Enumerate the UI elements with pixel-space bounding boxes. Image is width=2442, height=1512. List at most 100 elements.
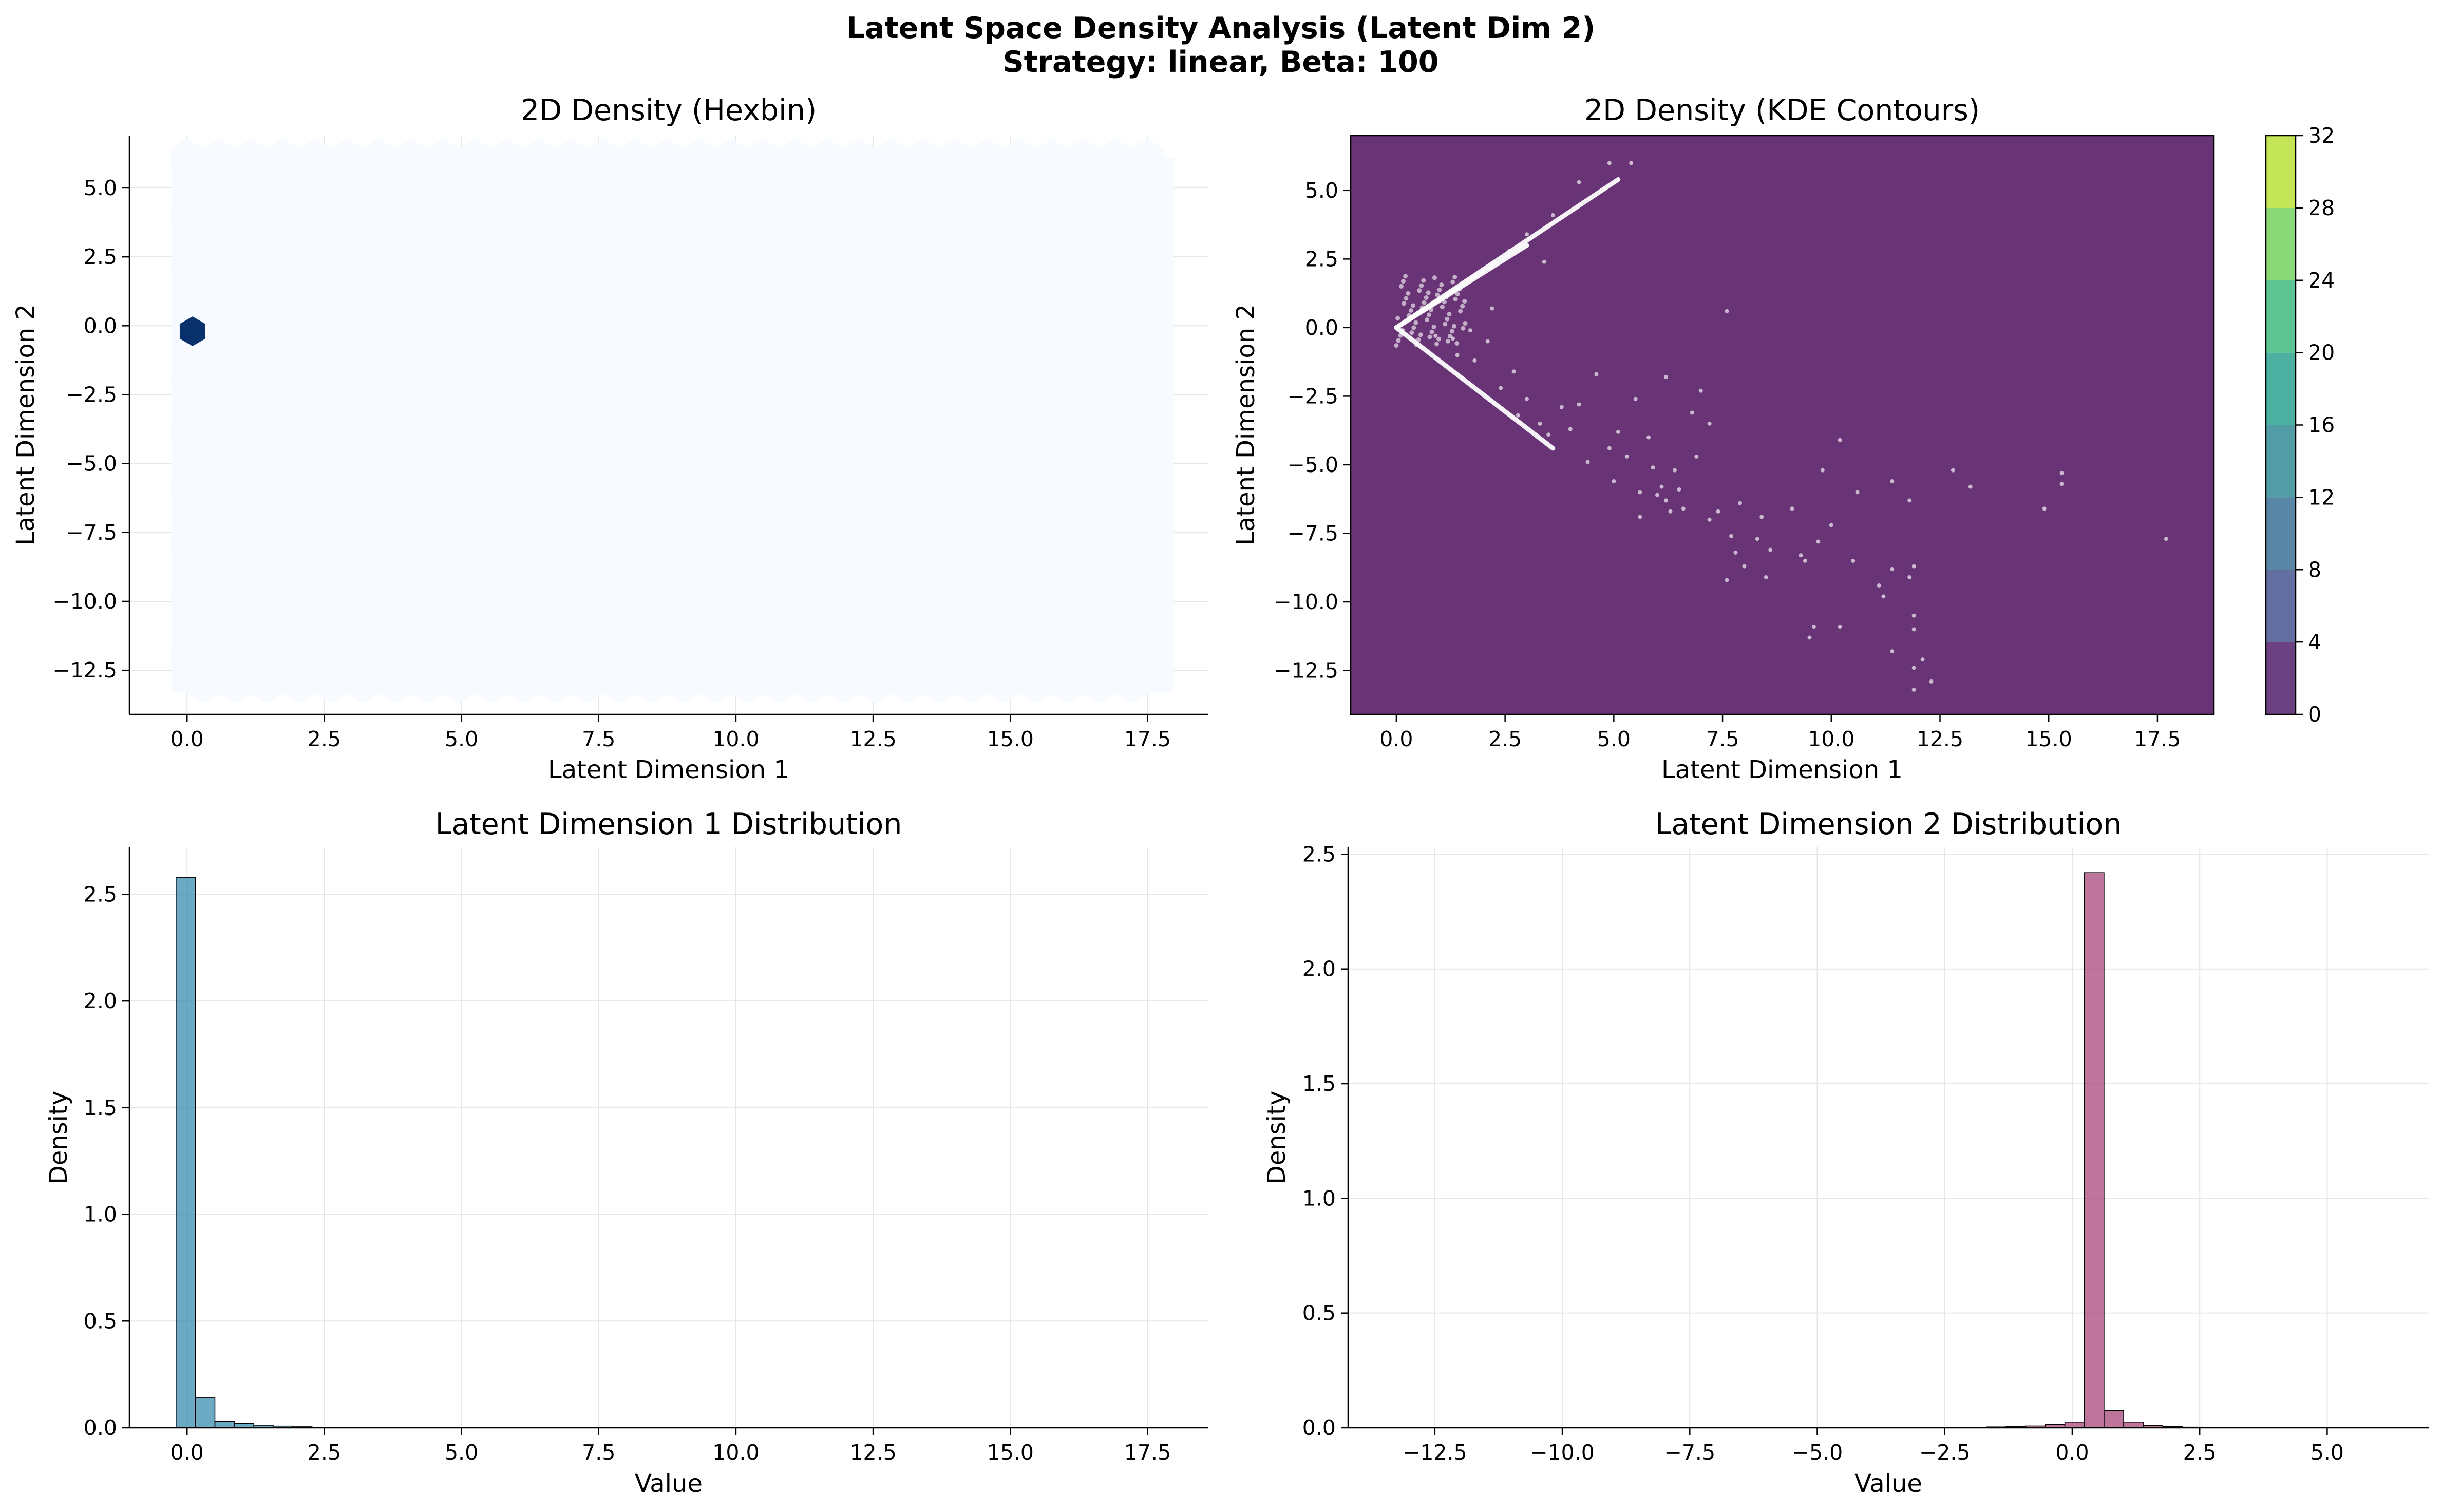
scatter-point: [1524, 232, 1529, 237]
scatter-point: [1716, 509, 1720, 514]
histogram-bar: [2104, 1410, 2124, 1428]
scatter-point: [1607, 446, 1612, 450]
scatter-point: [1408, 308, 1413, 313]
scatter-point: [1449, 329, 1454, 334]
colorbar-tick-label: 8: [2308, 557, 2321, 582]
x-tick-label: 10.0: [712, 1440, 759, 1465]
scatter-point: [1455, 292, 1460, 297]
y-tick-label: −12.5: [1274, 658, 1338, 683]
dim2-hist-grid: [1348, 847, 2429, 1428]
y-tick-label: 1.0: [1302, 1186, 1336, 1211]
y-tick-label: 0.0: [84, 313, 117, 338]
scatter-point: [1725, 578, 1729, 582]
dim1-hist-ticks: 0.0 2.5 5.0 7.5 10.0 12.5 15.0 17.5 0.0 0.5 1.0 1.5…: [84, 882, 1171, 1465]
scatter-point: [1396, 338, 1401, 343]
scatter-dense-streak: [1394, 243, 1529, 330]
y-tick-label: 2.0: [84, 989, 117, 1013]
colorbar-tick-label: 24: [2308, 268, 2335, 293]
y-tick-label: 2.0: [1302, 957, 1336, 981]
colorbar-tick-label: 32: [2308, 123, 2335, 148]
scatter-point: [1416, 337, 1421, 342]
scatter-point: [1472, 358, 1477, 363]
x-tick-label: 7.5: [1706, 727, 1739, 751]
scatter-point: [1911, 666, 1916, 670]
y-tick-label: 1.5: [84, 1095, 117, 1120]
y-tick-label: 1.5: [1302, 1071, 1336, 1096]
colorbar-band: [2266, 136, 2296, 208]
scatter-point: [1542, 259, 1546, 264]
colorbar-band: [2266, 642, 2296, 714]
scatter-point: [1929, 679, 1934, 684]
colorbar-band: [2266, 570, 2296, 642]
x-tick-label: 0.0: [1379, 727, 1413, 751]
scatter-point: [1768, 547, 1773, 552]
dim1-hist-panel: Latent Dimension 1 Distribution 0.0 2.5 5.…: [44, 807, 1208, 1498]
y-tick-label: −7.5: [1287, 521, 1338, 545]
scatter-point: [2059, 482, 2064, 486]
x-tick-label: 12.5: [1917, 727, 1963, 751]
scatter-point: [1681, 506, 1686, 511]
colorbar-tick-label: 4: [2308, 630, 2321, 654]
figure-title-line2: Strategy: linear, Beta: 100: [1003, 45, 1439, 79]
colorbar-band: [2266, 280, 2296, 353]
scatter-point: [1432, 275, 1437, 280]
x-tick-label: −12.5: [1403, 1440, 1467, 1465]
scatter-point: [1440, 305, 1445, 310]
scatter-point: [1445, 338, 1450, 344]
hexbin-plot: [171, 139, 1174, 704]
scatter-point: [1907, 498, 1912, 503]
hexbin-axes: [128, 136, 1208, 715]
y-tick-label: −12.5: [52, 658, 117, 683]
x-tick-label: 2.5: [1488, 727, 1522, 751]
hexbin-panel: 2D Density (Hexbin) 0.0 2.5 5.0 7.5 10.0 12.5…: [11, 93, 1208, 784]
y-tick-label: −10.0: [52, 589, 117, 614]
scatter-point: [1707, 517, 1712, 522]
scatter-point: [1612, 479, 1616, 483]
scatter-point: [1811, 625, 1816, 629]
scatter-point: [1911, 564, 1916, 569]
scatter-point: [1820, 468, 1825, 472]
scatter-point: [1427, 334, 1432, 339]
scatter-point: [2042, 506, 2047, 511]
scatter-point: [1742, 564, 1747, 569]
scatter-point: [1418, 332, 1423, 337]
scatter-point: [1461, 326, 1466, 331]
scatter-point: [1907, 575, 1912, 579]
dim2-hist-axes: [1347, 847, 2429, 1429]
figure-title-line1: Latent Space Density Analysis (Latent Di…: [846, 11, 1596, 45]
scatter-point: [1646, 435, 1651, 440]
scatter-point: [1402, 301, 1407, 306]
scatter-point: [1434, 342, 1440, 347]
kde-xlabel: Latent Dimension 1: [1661, 755, 1903, 784]
scatter-point: [1624, 454, 1629, 459]
scatter-dense-streak: [1394, 325, 1556, 451]
scatter-point: [1559, 405, 1564, 409]
scatter-point: [1655, 493, 1660, 497]
y-tick-label: −2.5: [66, 382, 117, 407]
x-tick-label: 0.0: [2055, 1440, 2089, 1465]
scatter-point: [1458, 309, 1463, 314]
scatter-point: [1447, 334, 1452, 339]
y-tick-label: 2.5: [84, 882, 117, 906]
scatter-point: [1694, 454, 1699, 459]
scatter-point: [1451, 336, 1455, 341]
scatter-point: [1425, 317, 1430, 323]
y-tick-label: 1.0: [84, 1202, 117, 1227]
scatter-point: [1427, 312, 1432, 317]
scatter-point: [1890, 479, 1895, 483]
scatter-point: [1659, 484, 1664, 489]
y-tick-label: −10.0: [1274, 590, 1338, 614]
dim1-hist-xlabel: Value: [635, 1469, 703, 1498]
x-tick-label: 17.5: [1124, 1440, 1171, 1465]
scatter-point: [1764, 575, 1768, 579]
scatter-point: [1395, 316, 1400, 321]
scatter-point: [1398, 333, 1403, 338]
scatter-point: [1452, 274, 1457, 279]
kde-contour-fill: [1351, 136, 2214, 714]
x-tick-label: 7.5: [582, 727, 615, 751]
hexbin-peak-cell: [179, 316, 205, 346]
scatter-point: [1453, 296, 1458, 301]
scatter-point: [1436, 336, 1442, 342]
x-tick-label: 15.0: [987, 727, 1034, 751]
scatter-point: [1444, 294, 1449, 299]
